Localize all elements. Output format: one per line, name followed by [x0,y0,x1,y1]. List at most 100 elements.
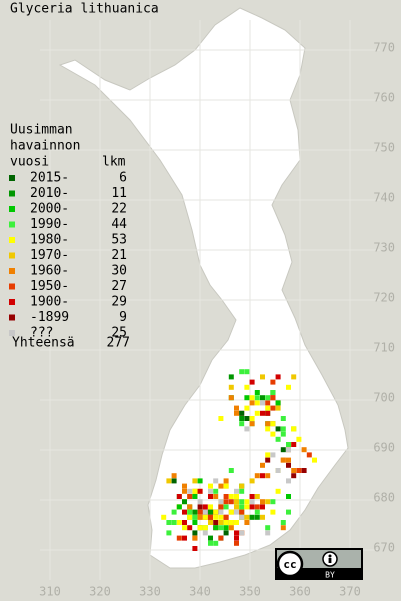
legend-label: 1970- [30,248,69,263]
occurrence-square [192,494,198,499]
occurrence-square [176,504,182,510]
occurrence-square [249,494,255,499]
occurrence-square [213,494,219,499]
occurrence-square [270,405,276,411]
occurrence-square [286,447,291,453]
legend-label: 2015- [30,171,69,186]
occurrence-square [249,379,255,385]
occurrence-square [239,488,245,494]
legend-count: 11 [111,186,127,201]
occurrence-square [192,530,198,536]
occurrence-square [197,509,203,515]
occurrence-square [208,520,213,525]
occurrence-square [249,504,255,510]
occurrence-square [260,499,265,505]
occurrence-square [218,499,224,505]
occurrence-square [249,478,255,484]
x-grid-label: 350 [239,585,261,599]
occurrence-square [234,405,239,411]
occurrence-square [187,525,193,531]
occurrence-square [265,395,271,401]
occurrence-square [228,468,234,473]
occurrence-square [182,499,187,505]
occurrence-square [280,447,286,453]
occurrence-square [228,395,234,401]
occurrence-square [166,530,172,536]
legend-count: 30 [111,264,127,279]
occurrence-square [192,514,198,520]
legend-count: 22 [111,202,127,217]
occurrence-square [218,504,224,510]
occurrence-square [249,514,255,520]
occurrence-square [239,530,245,536]
occurrence-square [260,462,265,468]
occurrence-square [228,525,234,531]
occurrence-square [275,400,281,406]
y-grid-label: 670 [373,541,395,555]
occurrence-square [182,509,187,515]
y-grid-label: 700 [373,391,395,405]
occurrence-square [218,525,224,531]
occurrence-square [239,499,245,505]
occurrence-square [223,514,229,520]
occurrence-square [265,473,271,479]
license-badge: cc BY [275,548,363,580]
occurrence-square [218,520,224,525]
occurrence-square [286,442,291,447]
occurrence-square [286,462,291,468]
occurrence-square [192,509,198,515]
occurrence-square [306,452,312,458]
occurrence-square [270,390,276,395]
y-grid-label: 740 [373,191,395,205]
occurrence-square [301,447,307,453]
y-grid-label: 770 [373,41,395,55]
occurrence-square [192,478,198,484]
by-head [328,554,332,558]
occurrence-square [197,478,203,484]
occurrence-square [171,509,177,515]
occurrence-square [197,525,203,531]
legend-heading: Uusimman [10,123,73,138]
legend-count: 53 [111,233,127,248]
occurrence-square [280,426,286,432]
occurrence-square [192,535,198,541]
legend-total-label: Yhteensä [12,336,75,351]
occurrence-square [239,410,245,416]
occurrence-square [176,494,182,499]
occurrence-square [280,431,286,437]
occurrence-square [192,488,198,494]
occurrence-square [291,468,297,473]
occurrence-square [182,483,187,489]
occurrence-square [208,494,213,499]
y-grid-label: 730 [373,241,395,255]
occurrence-square [254,494,260,499]
occurrence-square [208,540,213,546]
occurrence-square [244,384,250,390]
occurrence-square [208,488,213,494]
occurrence-square [208,504,213,510]
occurrence-square [197,499,203,505]
occurrence-square [244,426,250,432]
occurrence-square [161,514,167,520]
occurrence-square [171,478,177,484]
occurrence-square [202,514,208,520]
occurrence-square [234,540,239,546]
occurrence-square [270,421,276,427]
legend-total: 277 [107,336,130,351]
occurrence-square [166,520,172,525]
legend-label: 1990- [30,217,69,232]
occurrence-square [197,514,203,520]
occurrence-square [197,504,203,510]
occurrence-square [213,540,219,546]
occurrence-square [208,514,213,520]
occurrence-square [218,483,224,489]
occurrence-square [244,514,250,520]
occurrence-square [249,395,255,401]
legend-swatch [9,252,15,259]
occurrence-square [187,509,193,515]
occurrence-square [239,504,245,510]
occurrence-square [218,514,224,520]
occurrence-square [234,509,239,515]
y-grid-label: 750 [373,141,395,155]
